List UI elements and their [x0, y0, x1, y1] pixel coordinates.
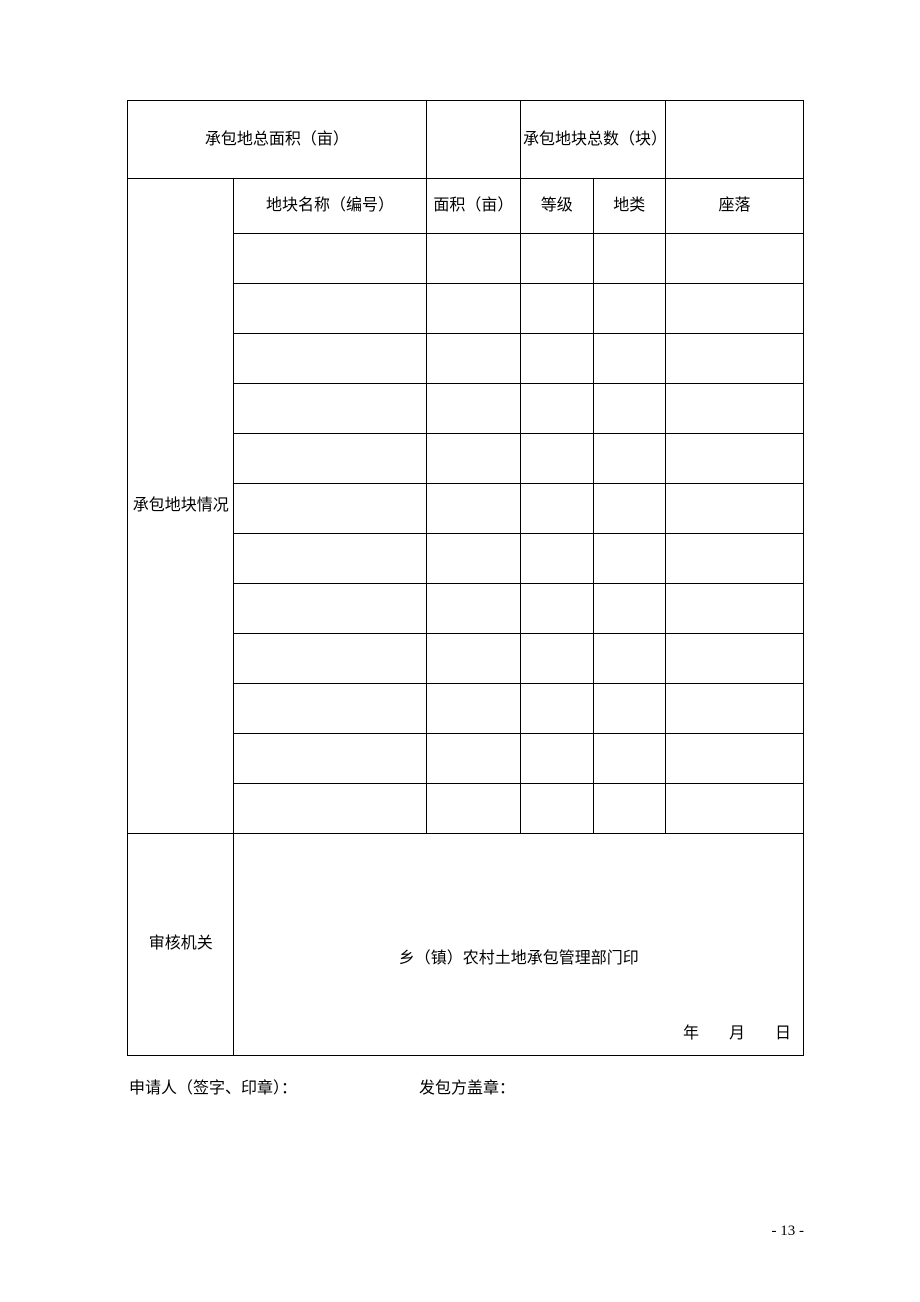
cell-name — [234, 533, 426, 583]
cell-location — [666, 433, 804, 483]
block-header-row: 承包地块情况 地块名称（编号） 面积（亩） 等级 地类 座落 — [128, 179, 804, 233]
col-header-area: 面积（亩） — [426, 179, 520, 233]
cell-area — [426, 483, 520, 533]
cell-area — [426, 533, 520, 583]
cell-grade — [520, 483, 593, 533]
col-header-location: 座落 — [666, 179, 804, 233]
cell-location — [666, 633, 804, 683]
cell-type — [593, 333, 666, 383]
date-year-label: 年 — [683, 1023, 699, 1045]
cell-grade — [520, 533, 593, 583]
block-section-label: 承包地块情况 — [128, 179, 234, 833]
cell-area — [426, 433, 520, 483]
cell-location — [666, 733, 804, 783]
cell-area — [426, 683, 520, 733]
cell-grade — [520, 283, 593, 333]
cell-grade — [520, 233, 593, 283]
cell-name — [234, 283, 426, 333]
total-area-label: 承包地总面积（亩） — [128, 101, 427, 179]
cell-area — [426, 633, 520, 683]
cell-type — [593, 683, 666, 733]
cell-name — [234, 383, 426, 433]
cell-type — [593, 433, 666, 483]
cell-type — [593, 383, 666, 433]
cell-location — [666, 583, 804, 633]
cell-name — [234, 233, 426, 283]
cell-location — [666, 783, 804, 833]
audit-body-text: 乡（镇）农村土地承包管理部门印 — [236, 948, 801, 970]
cell-location — [666, 483, 804, 533]
audit-row: 审核机关 乡（镇）农村土地承包管理部门印 年 月 日 — [128, 833, 804, 1055]
applicant-signature-label: 申请人（签字、印章）： — [129, 1074, 297, 1098]
cell-location — [666, 233, 804, 283]
cell-name — [234, 333, 426, 383]
cell-area — [426, 383, 520, 433]
cell-area — [426, 333, 520, 383]
audit-label: 审核机关 — [128, 833, 234, 1055]
cell-grade — [520, 733, 593, 783]
audit-body-cell: 乡（镇）农村土地承包管理部门印 年 月 日 — [234, 833, 804, 1055]
land-form-table: 承包地总面积（亩） 承包地块总数（块） — [127, 100, 804, 179]
cell-name — [234, 783, 426, 833]
cell-type — [593, 483, 666, 533]
cell-area — [426, 783, 520, 833]
col-header-grade: 等级 — [520, 179, 593, 233]
cell-grade — [520, 333, 593, 383]
cell-name — [234, 583, 426, 633]
cell-type — [593, 233, 666, 283]
cell-type — [593, 783, 666, 833]
date-day-label: 日 — [775, 1023, 791, 1045]
cell-location — [666, 533, 804, 583]
cell-type — [593, 583, 666, 633]
total-area-value — [426, 101, 520, 179]
cell-grade — [520, 783, 593, 833]
cell-location — [666, 683, 804, 733]
cell-type — [593, 733, 666, 783]
cell-location — [666, 283, 804, 333]
cell-area — [426, 733, 520, 783]
cell-location — [666, 333, 804, 383]
issuer-seal-label: 发包方盖章： — [419, 1074, 515, 1098]
total-blocks-value — [666, 101, 804, 179]
cell-area — [426, 233, 520, 283]
cell-grade — [520, 583, 593, 633]
cell-type — [593, 633, 666, 683]
cell-grade — [520, 683, 593, 733]
signature-line: 申请人（签字、印章）： 发包方盖章： — [127, 1074, 804, 1098]
cell-grade — [520, 383, 593, 433]
cell-area — [426, 583, 520, 633]
audit-date-line: 年 月 日 — [683, 1023, 791, 1045]
cell-name — [234, 433, 426, 483]
cell-name — [234, 633, 426, 683]
cell-name — [234, 733, 426, 783]
col-header-type: 地类 — [593, 179, 666, 233]
col-header-name: 地块名称（编号） — [234, 179, 426, 233]
date-month-label: 月 — [729, 1023, 745, 1045]
cell-name — [234, 483, 426, 533]
cell-grade — [520, 433, 593, 483]
cell-area — [426, 283, 520, 333]
total-blocks-label: 承包地块总数（块） — [520, 101, 665, 179]
cell-type — [593, 283, 666, 333]
page-number: - 13 - — [772, 1223, 805, 1240]
cell-grade — [520, 633, 593, 683]
land-blocks-table: 承包地块情况 地块名称（编号） 面积（亩） 等级 地类 座落 审核机关 乡（镇）… — [127, 179, 804, 1056]
cell-type — [593, 533, 666, 583]
cell-location — [666, 383, 804, 433]
summary-row: 承包地总面积（亩） 承包地块总数（块） — [128, 101, 804, 179]
cell-name — [234, 683, 426, 733]
